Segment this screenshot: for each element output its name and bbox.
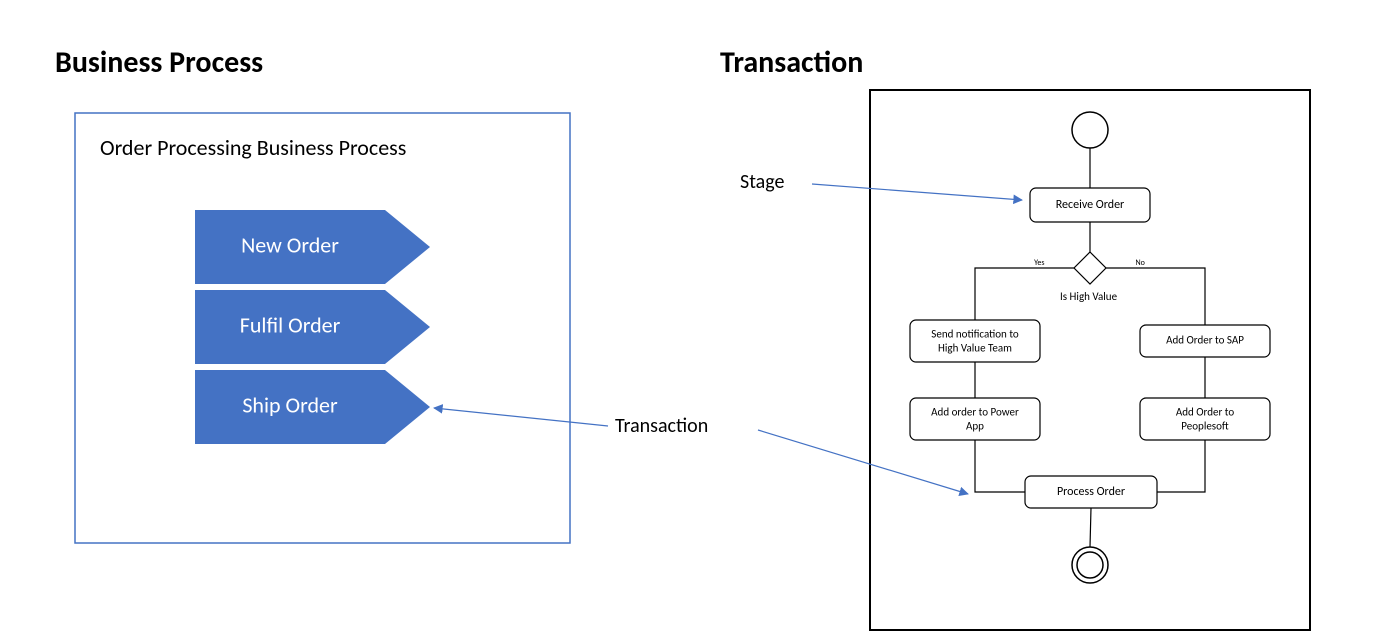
left-top-box-label1: Send notification to <box>931 328 1019 341</box>
chevron-1-label: Fulfil Order <box>240 311 341 338</box>
annotation-transaction-label: Transaction <box>615 414 708 438</box>
right-top-box-label: Add Order to SAP <box>1166 334 1244 347</box>
decision-label: Is High Value <box>1060 290 1118 303</box>
end-node-inner <box>1077 552 1103 578</box>
receive-order-box-label: Receive Order <box>1056 198 1124 212</box>
decision-no-label: No <box>1136 258 1145 268</box>
bp-panel-title: Order Processing Business Process <box>100 134 406 161</box>
annotation-stage-label: Stage <box>740 170 784 194</box>
left-bot-box-label2: App <box>966 420 984 433</box>
left-bot-box-label1: Add order to Power <box>931 406 1019 419</box>
right-bot-box-label2: Peoplesoft <box>1181 420 1229 433</box>
chevron-2-label: Ship Order <box>242 391 338 418</box>
decision-yes-label: Yes <box>1034 258 1044 268</box>
heading-business-process: Business Process <box>55 44 263 81</box>
heading-transaction: Transaction <box>720 44 863 81</box>
process-order-box-label: Process Order <box>1057 485 1125 499</box>
chevron-0-label: New Order <box>241 231 339 258</box>
right-bot-box-label1: Add Order to <box>1176 406 1235 419</box>
start-node <box>1072 112 1108 148</box>
left-top-box-label2: High Value Team <box>938 342 1012 355</box>
